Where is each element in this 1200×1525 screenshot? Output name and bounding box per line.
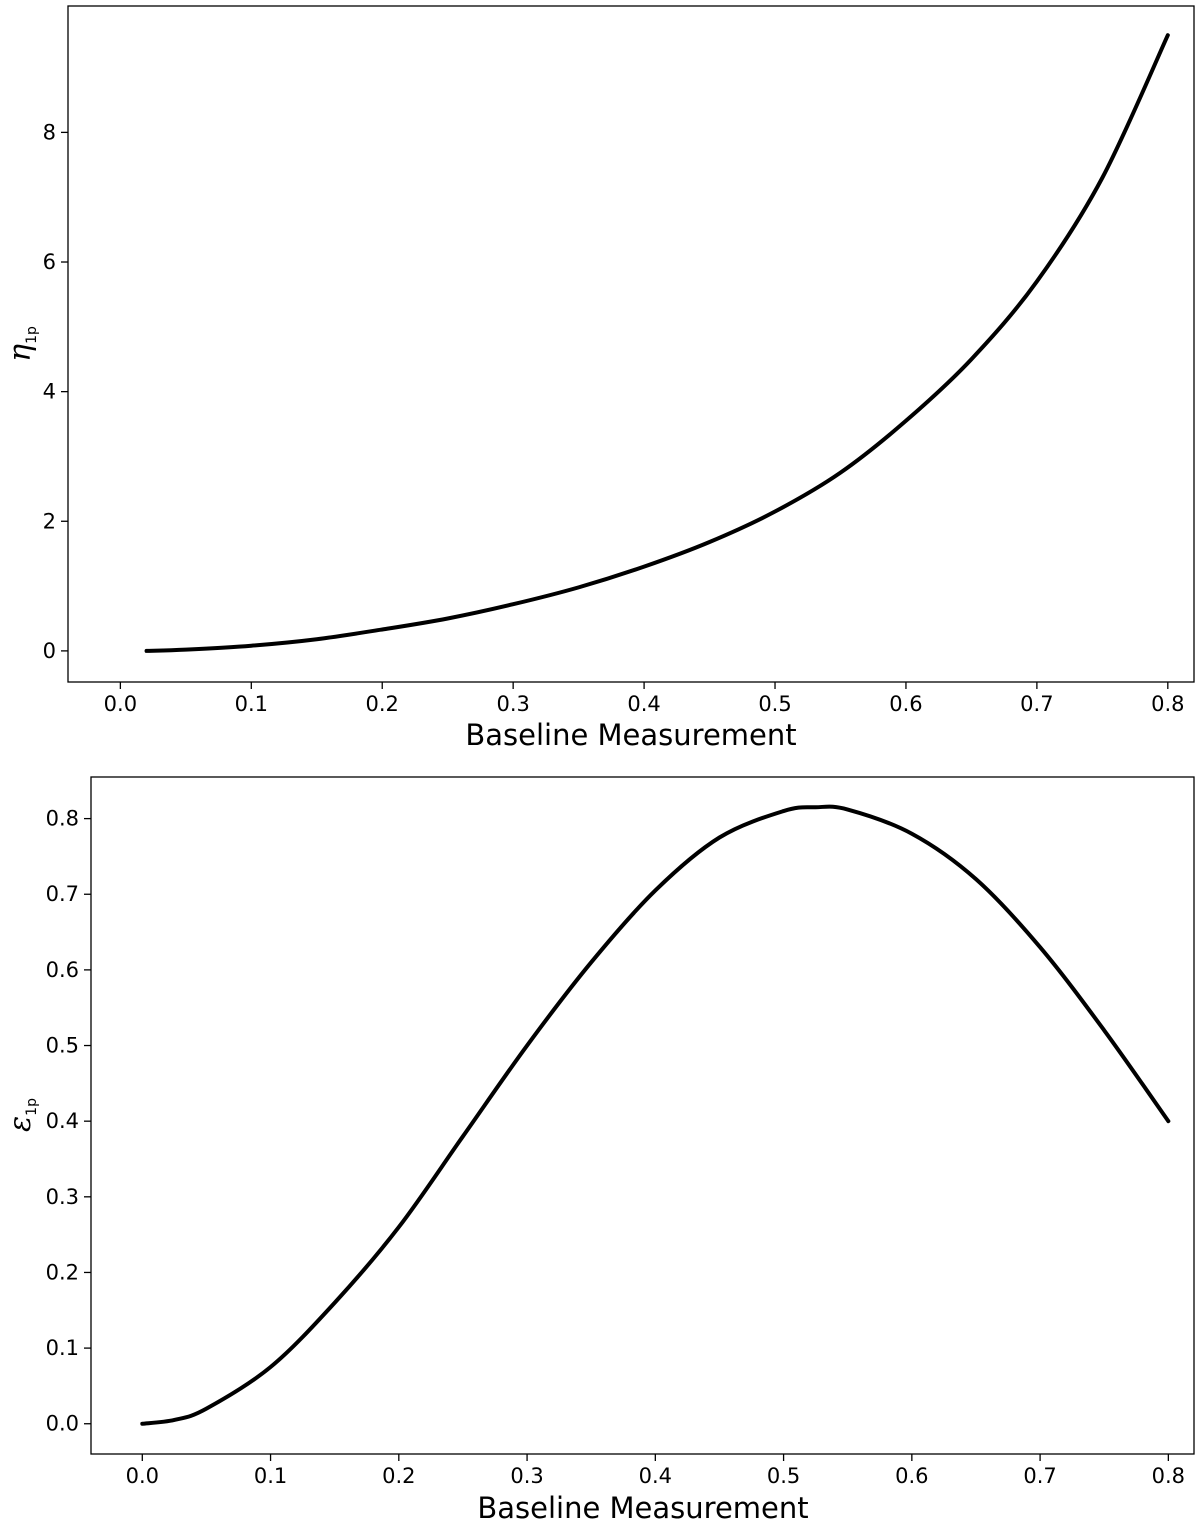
- plot-area-bottom: [90, 776, 1195, 1455]
- x-tick-label-top: 0.5: [758, 692, 791, 716]
- y-tick-label-bottom: 0.8: [46, 807, 79, 831]
- x-tick-label-bottom: 0.3: [510, 1464, 543, 1488]
- y-tick-label-bottom: 0.5: [46, 1034, 79, 1058]
- y-tick-label-bottom: 0.6: [46, 958, 79, 982]
- x-tick-label-top: 0.4: [627, 692, 660, 716]
- chart-bottom: 0.0 0.1 0.2 0.3 0.4 0.5 0.6 0.7 0.8 0.0 0.1 0.2 0.3…: [3, 776, 1195, 1525]
- y-tick-label-bottom: 0.3: [46, 1185, 79, 1209]
- y-tick-label-top: 2: [43, 509, 56, 533]
- x-tick-label-bottom: 0.1: [254, 1464, 287, 1488]
- y-tick-label-top: 0: [43, 639, 56, 663]
- x-tick-label-top: 0.1: [235, 692, 268, 716]
- x-tick-label-top: 0.6: [889, 692, 922, 716]
- y-tick-label-top: 8: [43, 120, 56, 144]
- series-line-top: [144, 33, 1170, 653]
- x-tick-label-top: 0.7: [1020, 692, 1053, 716]
- y-ticks-bottom: 0.0 0.1 0.2 0.3 0.4 0.5 0.6 0.7 0.8: [46, 807, 91, 1436]
- y-ticks-top: 0 2 4 6 8: [43, 120, 68, 663]
- y-axis-symbol-top: η: [3, 344, 38, 362]
- series-line-bottom: [140, 804, 1171, 1426]
- x-tick-label-top: 0.0: [104, 692, 137, 716]
- y-axis-subscript-bottom: 1p: [24, 1098, 40, 1116]
- x-tick-label-bottom: 0.0: [126, 1464, 159, 1488]
- x-tick-label-bottom: 0.7: [1023, 1464, 1056, 1488]
- x-tick-label-bottom: 0.8: [1152, 1464, 1185, 1488]
- y-axis-symbol-bottom: ε: [3, 1116, 38, 1132]
- x-tick-label-bottom: 0.2: [382, 1464, 415, 1488]
- x-ticks-bottom: 0.0 0.1 0.2 0.3 0.4 0.5 0.6 0.7 0.8: [126, 1454, 1185, 1488]
- x-tick-label-bottom: 0.5: [767, 1464, 800, 1488]
- y-axis-title-bottom: ε1p: [3, 1098, 40, 1132]
- x-axis-title-bottom: Baseline Measurement: [477, 1491, 808, 1525]
- x-tick-label-bottom: 0.4: [639, 1464, 672, 1488]
- plot-area-top: [67, 5, 1195, 683]
- x-tick-label-top: 0.8: [1151, 692, 1184, 716]
- y-tick-label-bottom: 0.0: [46, 1412, 79, 1436]
- y-tick-label-bottom: 0.4: [46, 1109, 79, 1133]
- x-tick-label-top: 0.2: [366, 692, 399, 716]
- chart-top: 0.0 0.1 0.2 0.3 0.4 0.5 0.6 0.7 0.8 0 2 4 6 8 Baseli…: [3, 5, 1195, 752]
- x-axis-title-top: Baseline Measurement: [465, 718, 796, 752]
- x-tick-label-top: 0.3: [496, 692, 529, 716]
- y-tick-label-bottom: 0.2: [46, 1260, 79, 1284]
- y-axis-subscript-top: 1p: [24, 326, 40, 344]
- y-axis-title-top: η1p: [3, 326, 40, 362]
- x-ticks-top: 0.0 0.1 0.2 0.3 0.4 0.5 0.6 0.7 0.8: [104, 682, 1185, 716]
- x-tick-label-bottom: 0.6: [895, 1464, 928, 1488]
- y-tick-label-bottom: 0.7: [46, 882, 79, 906]
- y-tick-label-bottom: 0.1: [46, 1336, 79, 1360]
- y-tick-label-top: 6: [43, 250, 56, 274]
- y-tick-label-top: 4: [43, 380, 56, 404]
